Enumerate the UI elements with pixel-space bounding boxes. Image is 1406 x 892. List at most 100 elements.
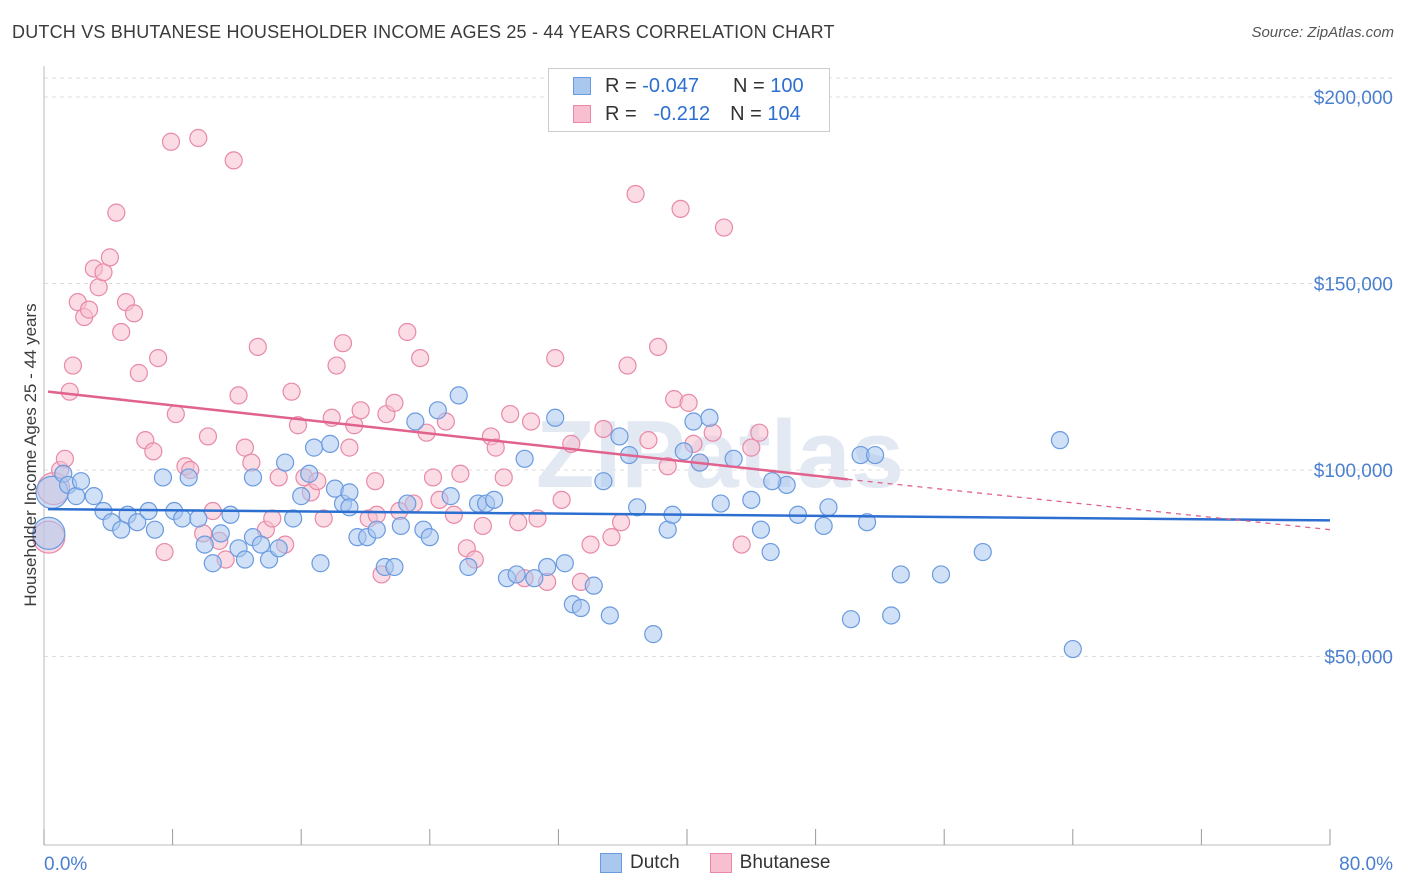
dutch-point (1050, 431, 1070, 450)
bhutanese-point (60, 382, 79, 401)
dutch-point (449, 386, 468, 405)
dutch-point (195, 535, 214, 554)
dutch-point (179, 468, 198, 487)
bhutanese-point (166, 404, 185, 424)
dutch-point (235, 550, 255, 569)
r-label: R = (605, 102, 637, 125)
axes (43, 66, 1331, 846)
dutch-point (600, 606, 619, 625)
x-tick-label: 80.0% (1339, 854, 1393, 875)
dutch-point (292, 487, 311, 506)
y-tick-label: $200,000 (1314, 88, 1393, 109)
bhutanese-point (494, 468, 513, 487)
dutch-swatch (573, 77, 591, 95)
bhutanese-point (229, 386, 248, 405)
dutch-point (628, 498, 647, 517)
legend-item-dutch[interactable]: Dutch (600, 852, 680, 874)
dutch-point (203, 554, 222, 573)
bhutanese-point (742, 438, 761, 457)
n-value-dutch: 100 (770, 74, 804, 97)
dutch-point (398, 494, 417, 513)
bhutanese-legend-label: Bhutanese (739, 852, 831, 873)
bhutanese-point (602, 528, 621, 547)
dutch-point (525, 569, 544, 588)
dutch-trend-line (47, 507, 1331, 522)
dutch-point (761, 542, 780, 562)
n-label: N = (730, 102, 762, 125)
bhutanese-point (444, 505, 464, 524)
dutch-point (300, 464, 319, 483)
y-tick-label: $50,000 (1324, 648, 1393, 669)
data-points (32, 128, 1082, 659)
bhutanese-point (486, 438, 505, 457)
dutch-point (742, 490, 761, 509)
bhutanese-point (107, 203, 126, 222)
bhutanese-point (129, 363, 148, 383)
bhutanese-point (282, 382, 301, 401)
bhutanese-point (671, 199, 690, 218)
dutch-point (931, 565, 951, 584)
chart-title: DUTCH VS BHUTANESE HOUSEHOLDER INCOME AG… (12, 22, 835, 42)
legend-item-bhutanese[interactable]: Bhutanese (709, 852, 831, 874)
dutch-point (973, 542, 992, 562)
bhutanese-point (55, 449, 74, 468)
dutch-legend-label: Dutch (630, 852, 680, 873)
bhutanese-point (750, 423, 769, 442)
dutch-point (243, 468, 263, 487)
dutch-point (420, 528, 439, 547)
dutch-point (153, 468, 173, 487)
dutch-point (340, 498, 359, 517)
bhutanese-point (714, 218, 734, 237)
legend-row-bhutanese: R = -0.212 N = 104 (573, 101, 801, 127)
dutch-point (211, 524, 230, 543)
dutch-point (857, 513, 877, 532)
dutch-point (173, 509, 192, 528)
watermark: ZIPatlas (536, 401, 904, 508)
x-tick-label: 0.0% (44, 854, 87, 875)
dutch-point (406, 412, 425, 431)
dutch-point (507, 565, 526, 584)
bhutanese-point (144, 442, 163, 461)
dutch-point (385, 557, 404, 577)
y-tick-label: $100,000 (1314, 461, 1393, 482)
dutch-point (391, 516, 410, 536)
dutch-point (819, 498, 838, 517)
bhutanese-point (242, 453, 261, 472)
bhutanese-point (732, 535, 751, 554)
bhutanese-point (198, 427, 218, 446)
bhutanese-trend-extension (847, 478, 1331, 531)
bhutanese-point (411, 349, 430, 368)
dutch-point (1063, 639, 1082, 659)
dutch-point (367, 520, 386, 539)
dutch-point (644, 625, 663, 644)
y-axis-label: Householder Income Ages 25 - 44 years (21, 303, 40, 606)
bhutanese-point (155, 542, 174, 562)
dutch-point (485, 490, 504, 509)
dutch-point (189, 509, 208, 528)
bhutanese-point (581, 535, 600, 554)
dutch-point (763, 472, 782, 491)
bhutanese-point (385, 393, 404, 412)
dutch-point (882, 606, 901, 625)
bhutanese-point (521, 412, 541, 431)
dutch-point (546, 408, 565, 427)
dutch-point (428, 401, 447, 420)
bhutanese-point (366, 472, 385, 491)
bhutanese-point (594, 419, 613, 439)
dutch-point (441, 487, 460, 506)
bhutanese-point (340, 438, 359, 457)
bhutanese-point (314, 509, 333, 528)
bhutanese-point (398, 322, 417, 342)
bhutanese-point (351, 401, 370, 420)
dutch-point (841, 610, 861, 629)
bhutanese-swatch (573, 105, 591, 123)
dutch-point (145, 520, 165, 539)
bhutanese-point (248, 337, 267, 357)
dutch-point (71, 472, 91, 491)
bhutanese-point (263, 509, 282, 528)
bhutanese-point (639, 431, 658, 450)
bhutanese-point (333, 334, 353, 353)
gridlines (44, 77, 1395, 657)
dutch-point (221, 505, 240, 524)
y-tick-labels: $50,000 $100,000 $150,000 $200,000 (1314, 88, 1393, 669)
